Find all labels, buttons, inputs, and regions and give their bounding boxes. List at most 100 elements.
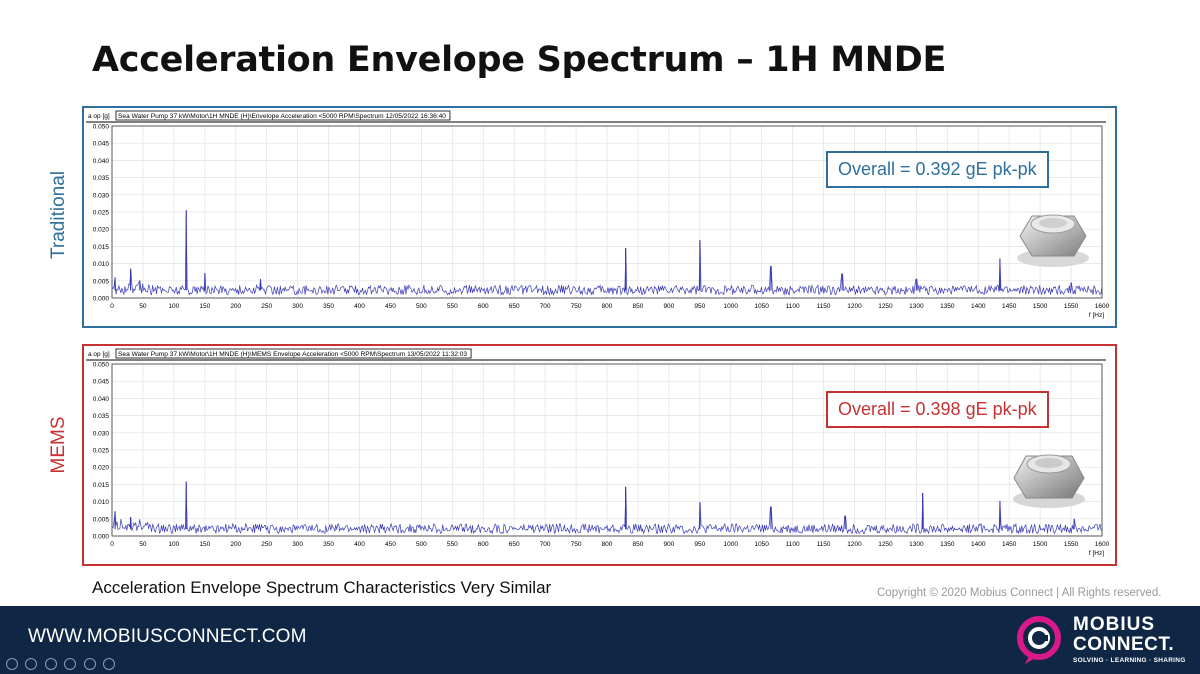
x-tick-label: 100: [168, 541, 179, 548]
x-tick-label: 1150: [817, 303, 831, 310]
x-tick-label: 1250: [878, 303, 893, 310]
logo-text-line2: CONNECT.: [1073, 634, 1175, 655]
x-tick-label: 750: [571, 303, 582, 310]
x-tick-label: 50: [139, 541, 147, 548]
spectrum-trace: [111, 210, 1103, 297]
previous-slide-icon[interactable]: [6, 658, 18, 670]
x-tick-label: 350: [323, 541, 334, 548]
y-tick-label: 0.040: [93, 396, 110, 403]
x-tick-label: 350: [323, 303, 334, 310]
slide-caption: Acceleration Envelope Spectrum Character…: [92, 578, 552, 597]
x-tick-label: 800: [602, 541, 613, 548]
y-tick-label: 0.015: [93, 482, 110, 489]
x-tick-label: 1500: [1033, 303, 1048, 310]
x-tick-label: 400: [354, 541, 365, 548]
slide-sorter-icon[interactable]: [64, 658, 77, 670]
spectrum-trace: [111, 481, 1103, 535]
y-tick-label: 0.035: [93, 413, 110, 420]
y-tick-label: 0.035: [93, 175, 110, 182]
x-tick-label: 200: [230, 303, 241, 310]
x-tick-label: 1100: [786, 541, 800, 548]
slide-title: Acceleration Envelope Spectrum – 1H MNDE: [92, 40, 947, 80]
more-options-icon[interactable]: [103, 658, 116, 670]
x-tick-label: 1300: [909, 303, 924, 310]
mems-spectrum-chart: a op [g] Sea Water Pump 37 kW\Motor\1H MN…: [86, 348, 1110, 557]
traditional-spectrum-panel: a op [g] Sea Water Pump 37 kW\Motor\1H MN…: [82, 106, 1117, 328]
x-tick-label: 300: [292, 541, 303, 548]
y-axis-label: a op [g]: [88, 113, 110, 120]
x-tick-label: 950: [694, 303, 705, 310]
mobius-logo-icon: [1017, 616, 1061, 664]
traditional-spectrum-chart: a op [g] Sea Water Pump 37 kW\Motor\1H MN…: [86, 110, 1110, 319]
mems-sensor-image: [1013, 454, 1085, 508]
zoom-icon[interactable]: [83, 658, 96, 670]
logo-tagline: SOLVING · LEARNING · SHARING: [1073, 657, 1186, 664]
x-tick-label: 300: [292, 303, 303, 310]
y-tick-label: 0.050: [93, 362, 110, 369]
y-tick-label: 0.040: [93, 158, 110, 165]
chart-header-text: Sea Water Pump 37 kW\Motor\1H MNDE (H)\E…: [118, 113, 446, 120]
x-tick-label: 450: [385, 541, 396, 548]
x-tick-label: 100: [168, 303, 179, 310]
slideshow-controls: [6, 658, 118, 672]
y-tick-label: 0.015: [93, 244, 110, 251]
x-tick-label: 1450: [1002, 541, 1017, 548]
y-tick-label: 0.025: [93, 210, 110, 217]
x-tick-label: 1450: [1002, 303, 1017, 310]
x-tick-label: 1400: [971, 303, 986, 310]
x-tick-label: 500: [416, 303, 427, 310]
x-tick-label: 1550: [1064, 541, 1079, 548]
y-tick-label: 0.025: [93, 448, 110, 455]
x-tick-label: 850: [633, 541, 644, 548]
x-tick-label: 400: [354, 303, 365, 310]
x-tick-label: 750: [571, 541, 582, 548]
x-axis-label: f [Hz]: [1089, 312, 1104, 319]
plot-area-frame: [111, 363, 1103, 537]
x-tick-label: 900: [663, 541, 674, 548]
footer-bar: [0, 606, 1200, 674]
x-tick-label: 1200: [847, 303, 862, 310]
traditional-label: Traditional: [48, 171, 69, 260]
x-tick-label: 550: [447, 541, 458, 548]
x-tick-label: 0: [110, 303, 114, 310]
x-tick-label: 550: [447, 303, 458, 310]
y-tick-label: 0.010: [93, 499, 110, 506]
x-tick-label: 700: [540, 541, 551, 548]
x-tick-label: 1050: [754, 541, 769, 548]
y-tick-label: 0.045: [93, 379, 110, 386]
x-tick-label: 1350: [940, 541, 955, 548]
mems-label: MEMS: [48, 416, 69, 474]
y-tick-label: 0.005: [93, 516, 110, 523]
mems-spectrum-panel: a op [g] Sea Water Pump 37 kW\Motor\1H MN…: [82, 344, 1117, 566]
x-tick-label: 1300: [909, 541, 924, 548]
x-tick-label: 150: [199, 303, 210, 310]
logo-text-line1: MOBIUS: [1073, 614, 1155, 635]
x-tick-label: 250: [261, 541, 272, 548]
copyright-text: Copyright © 2020 Mobius Connect | All Ri…: [877, 587, 1162, 599]
x-tick-label: 50: [139, 303, 147, 310]
x-tick-label: 1000: [724, 303, 739, 310]
y-tick-label: 0.020: [93, 227, 110, 234]
x-tick-label: 950: [694, 541, 705, 548]
footer-url: WWW.MOBIUSCONNECT.COM: [28, 626, 307, 647]
x-tick-label: 1400: [971, 541, 986, 548]
x-tick-label: 1350: [940, 303, 955, 310]
x-tick-label: 1250: [878, 541, 893, 548]
y-tick-label: 0.000: [93, 534, 110, 541]
y-tick-label: 0.045: [93, 141, 110, 148]
x-tick-label: 1200: [847, 541, 862, 548]
chart-header-box: [115, 348, 472, 359]
y-tick-label: 0.050: [93, 124, 110, 131]
x-tick-label: 150: [199, 541, 210, 548]
x-tick-label: 700: [540, 303, 551, 310]
pen-tool-icon[interactable]: [44, 658, 57, 670]
y-tick-label: 0.005: [93, 278, 110, 285]
next-slide-icon[interactable]: [25, 658, 38, 670]
x-tick-label: 600: [478, 303, 489, 310]
x-tick-label: 250: [261, 303, 272, 310]
x-tick-label: 850: [633, 303, 644, 310]
x-tick-label: 1150: [817, 541, 831, 548]
x-tick-label: 1600: [1095, 541, 1110, 548]
traditional-sensor-image: [1017, 214, 1089, 267]
y-tick-label: 0.030: [93, 430, 110, 437]
